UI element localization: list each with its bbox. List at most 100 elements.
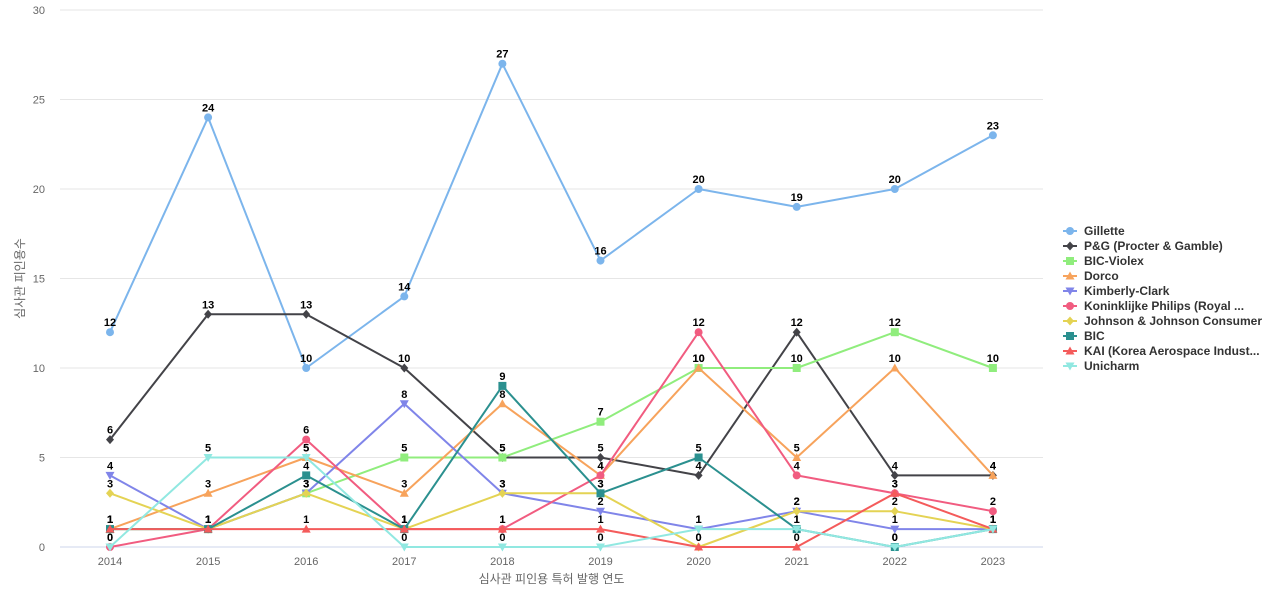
series-group [105,363,998,533]
data-point [596,507,605,516]
data-point [890,488,900,497]
data-label: 1 [401,514,407,526]
data-point [988,525,998,534]
data-label: 12 [104,317,116,329]
data-point [890,525,900,534]
data-label: 2 [892,496,898,508]
data-label: 4 [892,460,899,472]
legend-item: BIC [1063,329,1105,343]
series-group [106,309,997,480]
legend-label: Gillette [1084,224,1125,238]
data-label: 1 [107,514,113,526]
y-tick-label: 15 [33,274,45,286]
data-point [792,471,801,480]
data-point [105,543,115,552]
data-point [890,363,900,372]
data-point [204,309,213,319]
data-point [302,364,311,372]
data-label: 1 [205,514,211,526]
data-point [792,542,802,551]
x-axis: 2014 2015 2016 2017 2018 2019 2020 2021 2022 2023 [98,556,1005,568]
data-point [106,435,114,445]
data-point [988,131,997,140]
data-label: 12 [791,317,803,329]
legend-marker [1066,332,1074,340]
legend-label: Kimberly-Clark [1084,284,1170,298]
data-label: 4 [107,460,114,472]
legend-item: Koninklijke Philips (Royal ... [1063,299,1244,313]
y-tick-label: 5 [39,453,45,465]
data-label: 1 [499,514,505,526]
data-point [302,309,311,319]
data-label: 4 [794,460,801,472]
data-point [400,363,409,373]
data-point [792,327,801,337]
x-tick-label: 2021 [784,556,808,568]
y-axis-title: 심사관 피인용수 [13,238,27,319]
legend-item: Kimberly-Clark [1063,284,1170,298]
x-tick-label: 2020 [686,556,710,568]
data-point [301,524,311,533]
y-tick-label: 0 [39,542,45,554]
legend-marker [1065,271,1075,280]
data-point [890,506,899,516]
legend-marker [1066,302,1074,310]
data-label: 0 [401,532,407,544]
data-label: 3 [205,478,211,490]
x-tick-label: 2023 [981,556,1005,568]
data-point [596,256,605,265]
data-label: 0 [107,532,113,544]
data-label: 1 [401,514,407,526]
legend-item: BIC-Violex [1063,254,1144,268]
data-point [596,453,605,462]
data-point [399,488,409,497]
data-point [105,471,115,480]
data-label: 1 [401,514,407,526]
data-point [498,488,507,498]
data-label: 20 [692,174,704,186]
series-group [105,488,998,551]
data-label: 12 [692,317,704,329]
data-label: 3 [107,478,113,490]
data-point [596,417,605,426]
data-point [596,489,605,498]
data-point [399,400,409,409]
data-label: 0 [696,532,702,544]
data-label: 10 [791,353,803,365]
data-label: 3 [499,478,505,490]
data-label: 4 [597,460,604,472]
data-label: 1 [990,514,996,526]
x-tick-label: 2019 [588,556,612,568]
data-label: 10 [692,353,704,365]
legend-item: Dorco [1063,269,1119,283]
data-point [596,524,605,533]
series-line [109,456,994,548]
data-label: 4 [696,460,703,472]
data-label: 24 [202,102,215,114]
data-point [301,454,311,462]
data-label: 1 [696,514,702,526]
series-line [109,367,994,531]
data-label: 1 [597,514,603,526]
data-label: 16 [594,246,606,258]
data-label: 0 [794,532,800,544]
data-point [399,543,409,552]
data-label: 1 [205,514,211,526]
series-line [109,62,994,369]
data-point [694,470,703,480]
y-tick-label: 30 [33,5,45,17]
data-label: 1 [794,514,800,526]
legend-marker [1065,287,1075,296]
data-label: 13 [300,299,312,311]
data-label: 2 [794,496,800,508]
data-label: 1 [205,514,211,526]
series-group [105,454,998,552]
data-label: 2 [990,496,996,508]
data-point [792,506,801,516]
data-label: 5 [794,443,800,455]
data-point [890,470,899,480]
data-label: 3 [303,478,309,490]
legend-marker [1066,316,1074,326]
data-label: 10 [300,353,312,365]
